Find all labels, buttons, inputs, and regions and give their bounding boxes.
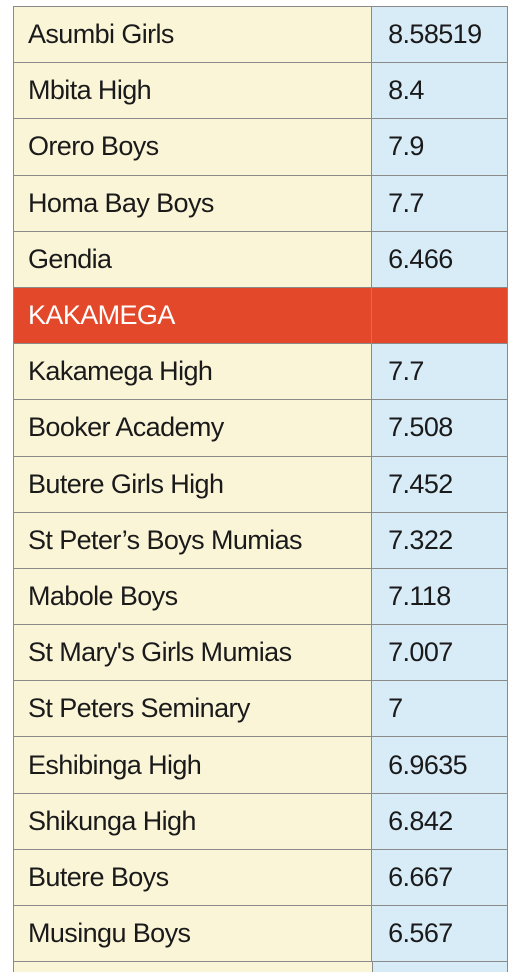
school-name: Musingu Boys — [12, 904, 373, 963]
school-name: St Peter’s Boys Mumias — [12, 511, 373, 569]
table-row: Asumbi Girls 8.58519 — [12, 5, 508, 64]
mean-score: 6.567 — [371, 904, 508, 963]
school-name: Homa Bay Boys — [12, 174, 373, 232]
mean-score: 6.842 — [371, 792, 508, 850]
mean-score: 6.466 — [371, 230, 508, 288]
mean-score: 7.508 — [371, 399, 508, 457]
mean-score: 6.9635 — [371, 736, 508, 794]
mean-score: 7.322 — [371, 511, 508, 569]
table-row: Orero Boys 7.9 — [12, 118, 508, 176]
school-name: Gendia — [12, 230, 373, 288]
mean-score: 7.7 — [371, 343, 508, 401]
table-row: Booker Academy 7.508 — [12, 399, 508, 457]
school-name: Butere Boys — [12, 848, 373, 907]
county-score-blank — [371, 286, 508, 345]
county-header-row: KAKAMEGA — [12, 286, 508, 345]
mean-score: 7.7 — [371, 174, 508, 232]
school-name: Shikunga High — [12, 792, 373, 850]
table-row: Gendia 6.466 — [12, 230, 508, 288]
table-row: Kakamega High 7.7 — [12, 343, 508, 401]
table-row: St Peters Seminary 7 — [12, 680, 508, 738]
school-name: Booker Academy — [12, 399, 373, 457]
school-name: St Peters Seminary — [12, 680, 373, 738]
school-name: Eshibinga High — [12, 736, 373, 794]
school-name: Mabole Boys — [12, 567, 373, 626]
school-name: Butere Girls High — [12, 455, 373, 513]
table-row: St Mary's Girls Mumias 7.007 — [12, 624, 508, 682]
mean-score: 7.007 — [371, 624, 508, 682]
table-row: Homa Bay Boys 7.7 — [12, 174, 508, 232]
school-name: St Mary's Girls Mumias — [12, 624, 373, 682]
table-row: Shikunga High 6.842 — [12, 792, 508, 850]
table-row: St Peter’s Boys Mumias 7.322 — [12, 511, 508, 569]
table-row: Butere Girls High 7.452 — [12, 455, 508, 513]
table-row: Eshibinga High 6.9635 — [12, 736, 508, 794]
mean-score: 6.667 — [371, 848, 508, 907]
table-row: Butere Boys 6.667 — [12, 848, 508, 907]
table-row: Musingu Boys 6.567 — [12, 904, 508, 963]
mean-score: 7.452 — [371, 455, 508, 513]
school-name: Kakamega High — [12, 343, 373, 401]
table-row: Mabole Boys 7.118 — [12, 567, 508, 626]
mean-score: 7 — [371, 680, 508, 738]
table-body: Asumbi Girls 8.58519 Mbita High 8.4 Orero Bo… — [12, 5, 508, 963]
school-name: Orero Boys — [12, 118, 373, 176]
name-column-edge — [14, 962, 373, 972]
school-name: Mbita High — [12, 62, 373, 120]
county-name: KAKAMEGA — [12, 286, 373, 345]
table-continuation-edge — [13, 962, 508, 972]
school-results-table: Asumbi Girls 8.58519 Mbita High 8.4 Orero Bo… — [12, 5, 508, 963]
score-column-edge — [373, 962, 507, 972]
table-row: Mbita High 8.4 — [12, 62, 508, 120]
mean-score: 8.58519 — [371, 5, 508, 64]
school-name: Asumbi Girls — [12, 5, 373, 64]
mean-score: 7.118 — [371, 567, 508, 626]
mean-score: 8.4 — [371, 62, 508, 120]
mean-score: 7.9 — [371, 118, 508, 176]
